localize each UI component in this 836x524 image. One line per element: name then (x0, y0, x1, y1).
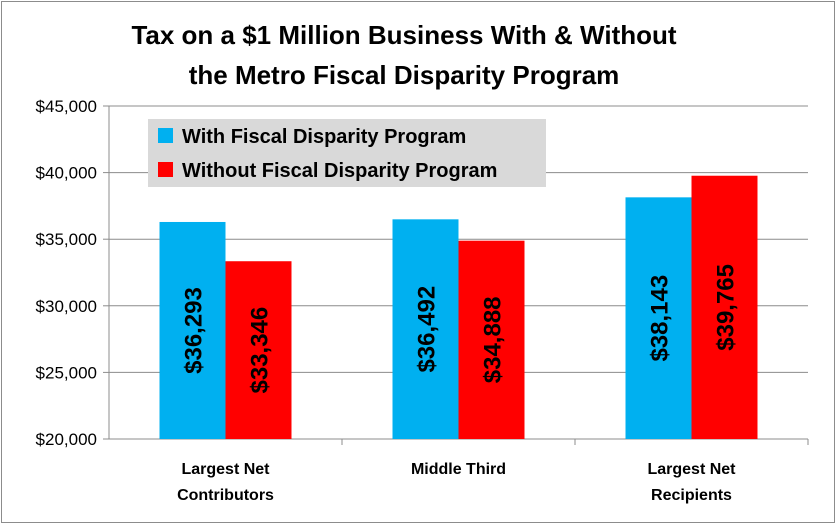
y-tick-label: $20,000 (36, 430, 97, 449)
x-category-label: Contributors (177, 487, 274, 504)
y-tick-label: $25,000 (36, 363, 97, 382)
x-category-label: Largest Net (181, 461, 270, 478)
x-category-label: Largest Net (647, 461, 736, 478)
data-label: $38,143 (647, 275, 674, 362)
y-tick-label: $45,000 (36, 97, 97, 116)
chart-title-line-1: Tax on a $1 Million Business With & With… (131, 20, 676, 50)
y-tick-label: $40,000 (36, 164, 97, 183)
y-tick-label: $30,000 (36, 297, 97, 316)
bar (159, 221, 226, 439)
legend-label: Without Fiscal Disparity Program (182, 160, 497, 182)
bar (691, 175, 758, 439)
bar (225, 261, 292, 439)
data-label: $36,492 (414, 286, 441, 373)
data-label: $33,346 (247, 307, 274, 394)
legend: With Fiscal Disparity Program Without Fis… (148, 119, 546, 187)
bar (458, 240, 525, 439)
legend-label: With Fiscal Disparity Program (182, 126, 466, 148)
data-label: $34,888 (480, 296, 507, 383)
legend-swatch (158, 162, 173, 177)
legend-box (148, 119, 546, 187)
x-category-label: Recipients (651, 487, 732, 504)
data-label: $39,765 (713, 264, 740, 351)
chart-title-line-2: the Metro Fiscal Disparity Program (189, 60, 620, 90)
x-category-label: Middle Third (411, 461, 506, 478)
data-label: $36,293 (181, 287, 208, 374)
legend-swatch (158, 128, 173, 143)
bar (625, 197, 692, 439)
y-tick-label: $35,000 (36, 230, 97, 249)
bar (392, 219, 459, 439)
